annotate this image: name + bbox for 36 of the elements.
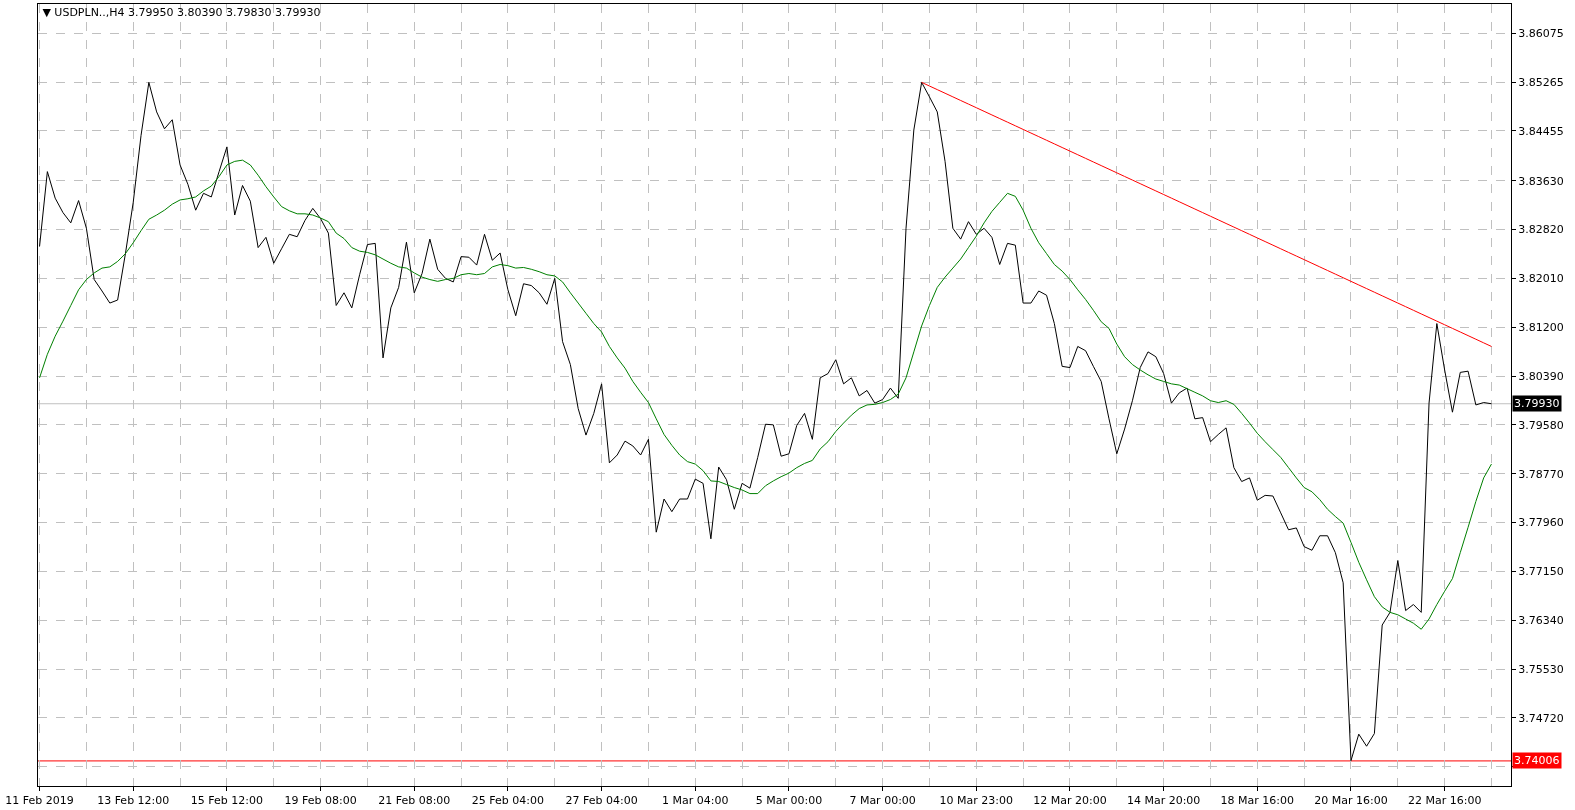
line-series — [921, 81, 1492, 347]
x-tick-label: 12 Mar 20:00 — [1033, 794, 1107, 808]
ref-line-label: 3.79930 — [1514, 397, 1560, 410]
x-tick-label: 19 Feb 08:00 — [284, 794, 357, 808]
ref-line-label: 3.74006 — [1514, 754, 1560, 767]
x-tick-label: 15 Feb 12:00 — [190, 794, 263, 808]
x-tick-label: 7 Mar 00:00 — [849, 794, 916, 808]
y-tick-label: 3.82820 — [1518, 223, 1564, 237]
x-tick-label: 1 Mar 04:00 — [662, 794, 729, 808]
y-tick-label: 3.74720 — [1518, 711, 1564, 725]
y-tick-label: 3.85265 — [1518, 75, 1564, 89]
y-tick-label: 3.78770 — [1518, 467, 1564, 481]
x-tick-label: 13 Feb 12:00 — [97, 794, 170, 808]
y-tick-label: 3.77150 — [1518, 565, 1564, 579]
x-tick-label: 18 Mar 16:00 — [1220, 794, 1295, 808]
x-tick-label: 27 Feb 04:00 — [565, 794, 638, 808]
y-tick-label: 3.76340 — [1518, 614, 1564, 628]
x-tick-label: 10 Mar 23:00 — [939, 794, 1014, 808]
y-tick-label: 3.84455 — [1518, 124, 1564, 138]
y-tick-label: 3.86075 — [1518, 27, 1564, 41]
x-tick-label: 21 Feb 08:00 — [378, 794, 451, 808]
x-tick-label: 14 Mar 20:00 — [1126, 794, 1201, 808]
chart-title: ▼ USDPLN..,H4 3.79950 3.80390 3.79830 3.79930 — [42, 5, 321, 19]
x-tick-label: 22 Mar 16:00 — [1407, 794, 1482, 808]
y-tick-label: 3.82010 — [1518, 272, 1564, 286]
line-series — [39, 159, 1492, 630]
x-tick-label: 20 Mar 16:00 — [1314, 794, 1388, 808]
y-tick-label: 3.81200 — [1518, 321, 1564, 335]
x-tick-label: 5 Mar 00:00 — [755, 794, 823, 808]
y-tick-label: 3.83630 — [1518, 174, 1564, 188]
y-tick-label: 3.75530 — [1518, 662, 1564, 676]
x-tick-label: 25 Feb 04:00 — [471, 794, 545, 808]
y-tick-label: 3.77960 — [1518, 516, 1564, 530]
x-tick-label: 11 Feb 2019 — [5, 794, 74, 808]
y-tick-label: 3.80390 — [1518, 369, 1564, 383]
y-tick-label: 3.79580 — [1518, 418, 1564, 432]
